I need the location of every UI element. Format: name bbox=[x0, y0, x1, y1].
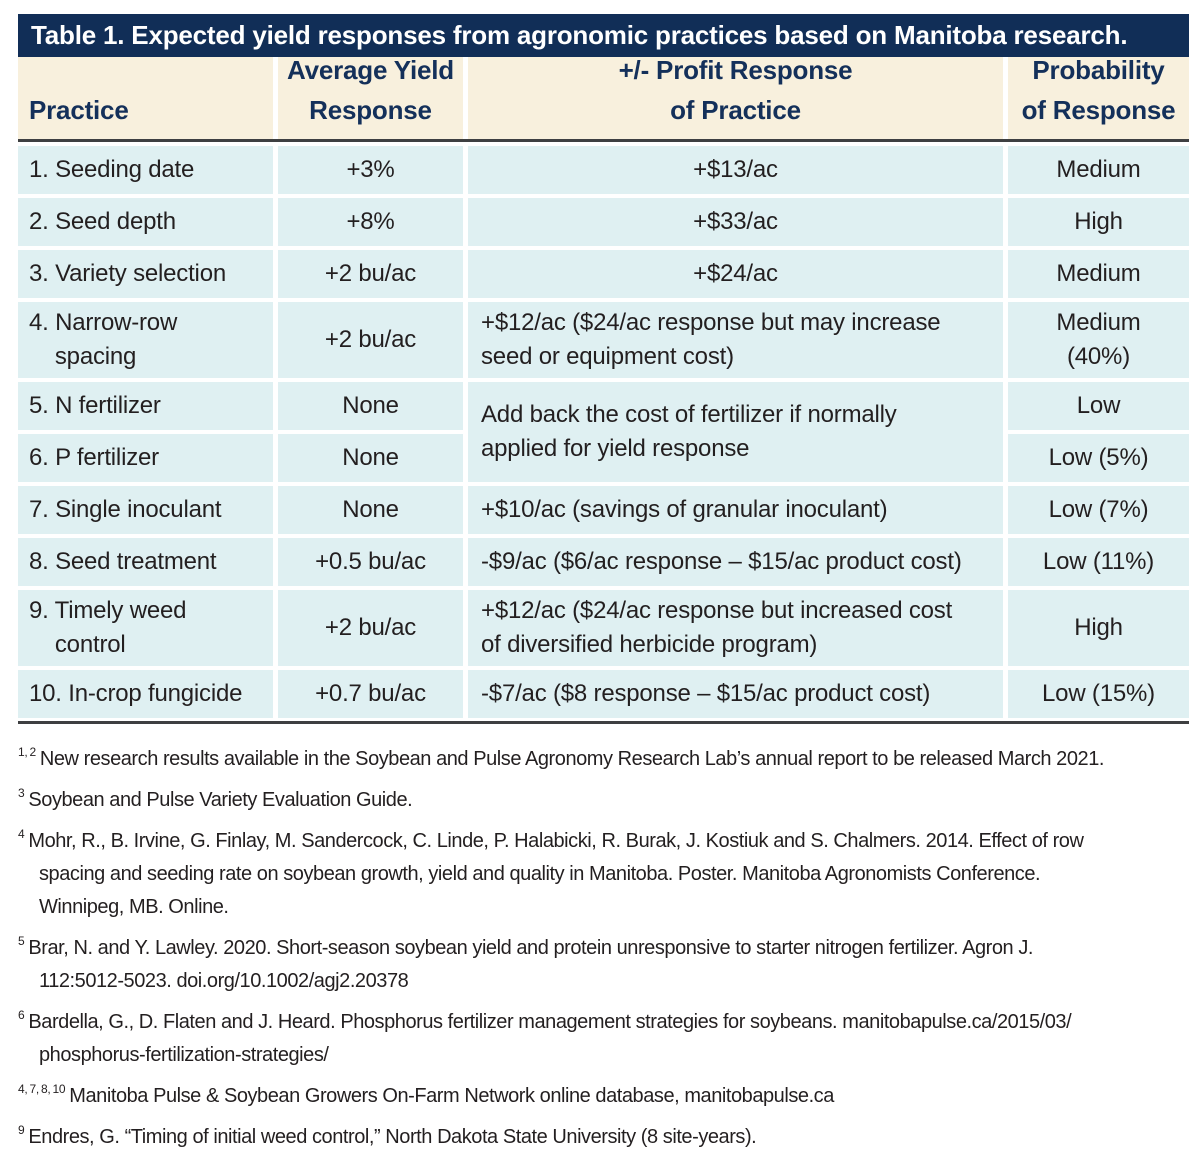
footnote-marker: 4 bbox=[18, 827, 25, 842]
footnote-4-7-8-10: 4, 7, 8, 10 Manitoba Pulse & Soybean Grow… bbox=[18, 1080, 1189, 1113]
footnote-9: 9 Endres, G. “Timing of initial weed cont… bbox=[18, 1121, 1189, 1154]
footnote-marker: 6 bbox=[18, 1008, 25, 1023]
cell-practice-8: 8. Seed treatment bbox=[18, 538, 273, 586]
footnote-text: Bardella, G., D. Flaten and J. Heard. Ph… bbox=[28, 1011, 1072, 1066]
cell-probability-6: Low (5%) bbox=[1008, 434, 1189, 482]
cell-yield-9: +2 bu/ac bbox=[278, 590, 463, 666]
cell-probability-4: Medium (40%) bbox=[1008, 302, 1189, 378]
column-header-average-yield-response: Average Yield Response bbox=[278, 55, 463, 139]
cell-probability-9: High bbox=[1008, 590, 1189, 666]
cell-yield-4: +2 bu/ac bbox=[278, 302, 463, 378]
cell-probability-1: Medium bbox=[1008, 146, 1189, 194]
cell-practice-1: 1. Seeding date bbox=[18, 146, 273, 194]
cell-profit-1: +$13/ac bbox=[468, 146, 1003, 194]
cell-yield-6: None bbox=[278, 434, 463, 482]
cell-yield-10: +0.7 bu/ac bbox=[278, 670, 463, 718]
cell-probability-7: Low (7%) bbox=[1008, 486, 1189, 534]
table-title: Table 1. Expected yield responses from a… bbox=[31, 20, 1128, 50]
cell-practice-6: 6. P fertilizer bbox=[18, 434, 273, 482]
footnote-text: Endres, G. “Timing of initial weed contr… bbox=[28, 1126, 757, 1148]
cell-profit-7: +$10/ac (savings of granular inoculant) bbox=[468, 486, 1003, 534]
table-header-row: Practice Average Yield Response +/- Prof… bbox=[18, 55, 1189, 139]
cell-profit-10: -$7/ac ($8 response – $15/ac product cos… bbox=[468, 670, 1003, 718]
cell-yield-5: None bbox=[278, 382, 463, 430]
footnote-text: Brar, N. and Y. Lawley. 2020. Short-seas… bbox=[28, 937, 1033, 992]
table-title-bar: Table 1. Expected yield responses from a… bbox=[18, 14, 1189, 57]
footnote-text: New research results available in the So… bbox=[39, 748, 1105, 770]
footnote-3: 3 Soybean and Pulse Variety Evaluation Gu… bbox=[18, 784, 1189, 817]
footnote-marker: 3 bbox=[18, 786, 25, 801]
cell-yield-7: None bbox=[278, 486, 463, 534]
cell-practice-5: 5. N fertilizer bbox=[18, 382, 273, 430]
footnotes: 1, 2 New research results available in th… bbox=[18, 743, 1189, 1154]
footnote-6: 6 Bardella, G., D. Flaten and J. Heard. P… bbox=[18, 1006, 1189, 1072]
column-header-profit-response: +/- Profit Response of Practice bbox=[468, 55, 1003, 139]
footnote-marker: 5 bbox=[18, 934, 25, 949]
column-header-practice: Practice bbox=[18, 57, 273, 139]
column-header-probability: Probability of Response bbox=[1008, 55, 1189, 139]
header-bottom-rule bbox=[18, 139, 1189, 142]
cell-yield-1: +3% bbox=[278, 146, 463, 194]
cell-probability-10: Low (15%) bbox=[1008, 670, 1189, 718]
cell-practice-9: 9. Timely weed control bbox=[18, 590, 273, 666]
cell-profit-4: +$12/ac ($24/ac response but may increas… bbox=[468, 302, 1003, 378]
footnote-text: Mohr, R., B. Irvine, G. Finlay, M. Sande… bbox=[28, 830, 1084, 918]
table-body: 1. Seeding date +3% +$13/ac Medium 2. Se… bbox=[18, 146, 1189, 718]
cell-profit-8: -$9/ac ($6/ac response – $15/ac product … bbox=[468, 538, 1003, 586]
cell-practice-3: 3. Variety selection bbox=[18, 250, 273, 298]
cell-profit-2: +$33/ac bbox=[468, 198, 1003, 246]
cell-probability-5: Low bbox=[1008, 382, 1189, 430]
footnote-marker: 9 bbox=[18, 1123, 25, 1138]
footnote-text: Soybean and Pulse Variety Evaluation Gui… bbox=[28, 789, 413, 811]
cell-profit-5-6-merged: Add back the cost of fertilizer if norma… bbox=[468, 382, 1003, 482]
cell-practice-7: 7. Single inoculant bbox=[18, 486, 273, 534]
table-bottom-rule bbox=[18, 721, 1189, 724]
cell-practice-10: 10. In-crop fungicide bbox=[18, 670, 273, 718]
footnote-marker: 1, 2 bbox=[18, 745, 36, 760]
cell-probability-3: Medium bbox=[1008, 250, 1189, 298]
cell-probability-8: Low (11%) bbox=[1008, 538, 1189, 586]
cell-profit-3: +$24/ac bbox=[468, 250, 1003, 298]
cell-probability-2: High bbox=[1008, 198, 1189, 246]
table-figure: Table 1. Expected yield responses from a… bbox=[18, 14, 1189, 1162]
cell-practice-4: 4. Narrow-row spacing bbox=[18, 302, 273, 378]
cell-practice-2: 2. Seed depth bbox=[18, 198, 273, 246]
cell-yield-2: +8% bbox=[278, 198, 463, 246]
cell-yield-3: +2 bu/ac bbox=[278, 250, 463, 298]
footnote-5: 5 Brar, N. and Y. Lawley. 2020. Short-sea… bbox=[18, 932, 1189, 998]
footnote-4: 4 Mohr, R., B. Irvine, G. Finlay, M. Sand… bbox=[18, 825, 1189, 924]
footnote-1-2: 1, 2 New research results available in th… bbox=[18, 743, 1189, 776]
footnote-marker: 4, 7, 8, 10 bbox=[18, 1082, 66, 1097]
footnote-text: Manitoba Pulse & Soybean Growers On-Farm… bbox=[69, 1085, 834, 1107]
cell-yield-8: +0.5 bu/ac bbox=[278, 538, 463, 586]
cell-profit-9: +$12/ac ($24/ac response but increased c… bbox=[468, 590, 1003, 666]
